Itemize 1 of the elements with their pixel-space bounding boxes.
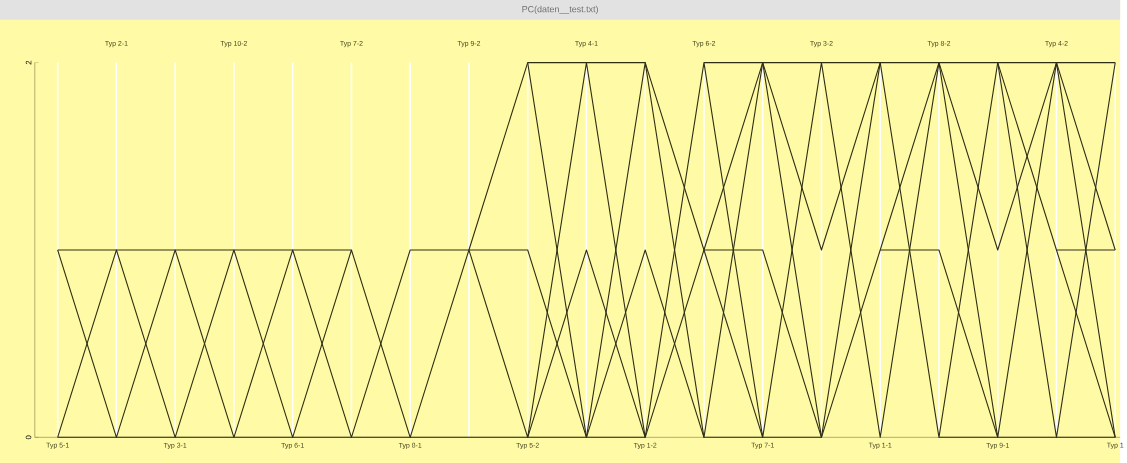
chart-title: PC(daten__test.txt) [522, 5, 598, 15]
